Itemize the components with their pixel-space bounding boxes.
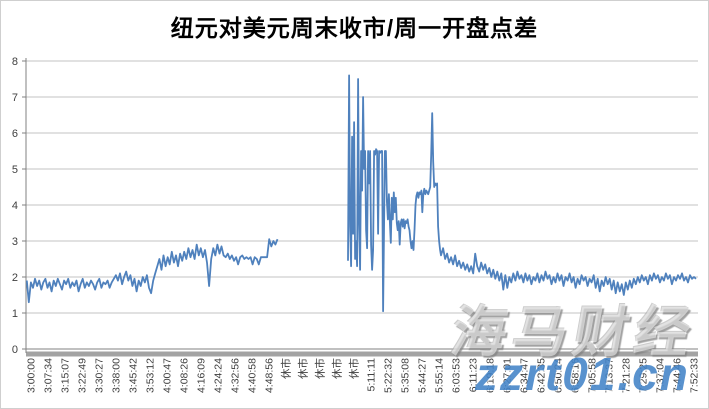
y-tick-label: 5	[12, 164, 18, 176]
y-tick-label: 0	[12, 344, 18, 356]
x-tick-label: 6:03:53	[451, 358, 463, 393]
x-tick-label: 3:38:00	[111, 358, 123, 393]
x-tick-label: 4:08:26	[179, 358, 191, 393]
x-tick-label: 休市	[297, 358, 310, 379]
x-tick-label: 6:11:23	[468, 358, 480, 392]
x-tick-label: 5:55:14	[434, 358, 446, 393]
x-tick-label: 4:16:09	[196, 358, 208, 393]
x-tick-label: 6:19:18	[485, 358, 497, 393]
x-tick-label: 休市	[280, 358, 293, 379]
x-tick-label: 7:29:25	[638, 358, 650, 393]
axes	[22, 58, 698, 357]
y-tick-label: 1	[12, 308, 18, 320]
x-tick-label: 3:53:12	[145, 358, 157, 393]
x-tick-label: 4:00:47	[162, 358, 174, 393]
x-tick-label: 休市	[314, 358, 327, 379]
y-tick-label: 2	[12, 272, 18, 284]
x-tick-label: 7:37:04	[655, 358, 667, 393]
series-polyline	[25, 238, 279, 304]
x-tick-label: 3:22:49	[77, 358, 89, 393]
x-tick-label: 3:45:42	[128, 358, 140, 393]
x-tick-label: 5:22:32	[383, 358, 395, 393]
x-tick-label: 6:34:47	[519, 358, 531, 393]
x-tick-label: 5:35:08	[400, 358, 412, 393]
series-polyline	[347, 74, 697, 313]
x-tick-label: 6:42:35	[536, 358, 548, 393]
y-tick-label: 3	[12, 236, 18, 248]
x-tick-label: 6:27:01	[502, 358, 514, 393]
x-tick-label: 5:44:27	[417, 358, 429, 393]
x-axis-labels: 3:00:00 3:07:34 3:15:07 3:22:49 3:30:27 3:38:…	[26, 358, 701, 393]
x-tick-label: 3:15:07	[60, 358, 72, 393]
series-line	[25, 74, 697, 313]
x-tick-label: 7:44:46	[672, 358, 684, 393]
x-tick-label: 4:40:58	[247, 358, 259, 393]
x-tick-label: 3:30:27	[94, 358, 106, 393]
x-tick-label: 5:11:11	[366, 358, 378, 392]
x-tick-label: 4:32:56	[230, 358, 242, 393]
x-tick-label: 7:13:37	[604, 358, 616, 393]
chart-title: 纽元对美元周末收市/周一开盘点差	[170, 15, 539, 41]
y-axis-labels: 0 1 2 3 4 5 6 7 8	[12, 56, 18, 356]
x-tick-label: 休市	[331, 358, 344, 379]
x-tick-label: 7:05:58	[587, 358, 599, 393]
x-tick-label: 7:21:28	[621, 358, 633, 393]
y-tick-label: 7	[12, 92, 18, 104]
x-tick-label: 6:58:16	[570, 358, 582, 393]
x-tick-label: 4:24:24	[213, 358, 225, 393]
y-tick-label: 6	[12, 128, 18, 140]
x-tick-label: 4:48:56	[264, 358, 276, 393]
x-tick-label: 7:52:33	[689, 358, 701, 393]
x-tick-label: 6:50:24	[553, 358, 565, 393]
x-tick-label: 休市	[348, 358, 361, 379]
y-tick-label: 8	[12, 56, 18, 68]
x-tick-label: 3:07:34	[43, 358, 55, 393]
y-tick-label: 4	[12, 200, 18, 212]
x-tick-label: 3:00:00	[26, 358, 38, 393]
